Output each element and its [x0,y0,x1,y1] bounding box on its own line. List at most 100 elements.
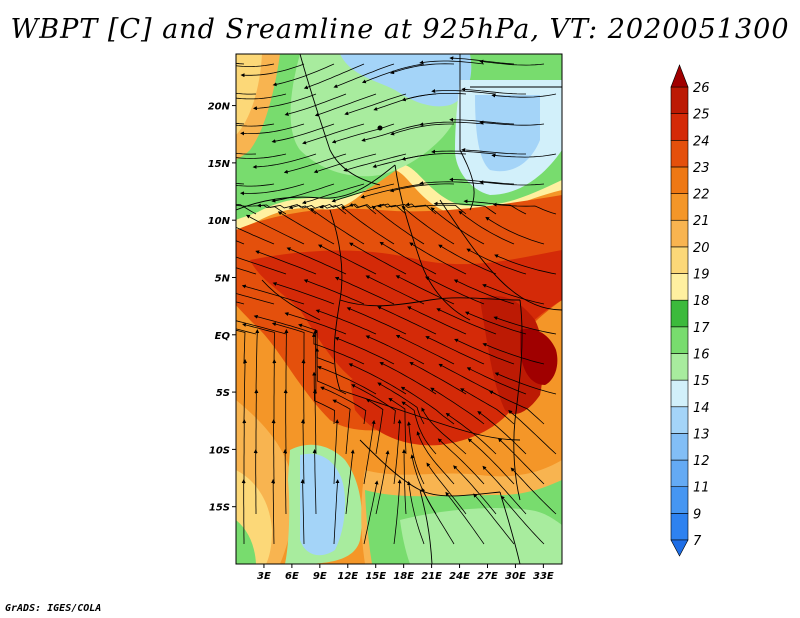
streamline [377,382,425,425]
lon-label: 33E [533,571,554,582]
colorbar-label: 7 [693,534,702,549]
colorbar-min-arrow [670,539,689,557]
streamline [245,214,305,245]
streamline [445,491,485,545]
streamline [315,309,377,335]
streamline [272,282,335,305]
colorbar-label: 23 [693,161,710,176]
streamline [315,347,347,395]
streamline [236,63,275,67]
streamline [488,390,545,425]
streamline [271,123,335,144]
colorbar-label: 19 [693,268,710,283]
streamline [318,244,377,275]
streamline [453,465,497,515]
streamline [473,493,515,545]
lat-label: EQ [215,331,231,342]
streamline [390,63,455,75]
streamline [393,479,402,545]
streamline [430,207,485,245]
streamline [303,279,365,305]
streamline [461,87,526,95]
streamline [255,329,260,395]
streamline [301,419,305,485]
colorbar-swatch [670,299,689,328]
field-region [400,508,562,564]
streamline [438,363,497,395]
streamline [407,306,467,335]
streamline [491,93,557,98]
streamline [236,62,245,65]
colorbar-swatch [670,86,689,114]
streamline [375,450,390,515]
colorbar-swatch [670,486,689,514]
streamline [494,254,557,275]
colorbar-swatch [670,326,689,354]
border-line [236,164,396,211]
streamline [312,371,336,425]
streamline [363,419,376,485]
streamline [425,276,485,305]
lon-label: 30E [505,571,526,582]
streamline [463,199,527,215]
streamline [461,148,526,155]
streamline [482,342,545,365]
streamline [407,481,425,545]
streamline [430,387,485,425]
streamline [236,93,287,100]
streamline [401,401,437,455]
colorbar-swatch [670,273,689,301]
streamline [312,449,317,515]
streamline [332,399,351,455]
streamline [460,388,515,425]
field-region [300,453,346,556]
streamline [497,438,545,485]
border-line [499,491,521,564]
streamline [236,92,257,95]
lat-label: 15S [209,503,230,514]
colorbar-label: 18 [693,294,710,309]
colorbar-label: 21 [693,214,710,229]
lon-label: 9E [313,571,327,582]
streamline [317,365,377,395]
streamline [303,63,365,90]
streamline [390,123,454,136]
streamline [395,334,455,365]
streamline [236,267,257,275]
border-line [261,279,321,321]
lat-label: 5S [216,388,230,399]
streamline [255,250,317,275]
streamline [395,275,455,305]
streamline [236,329,246,365]
streamline [510,467,557,515]
streamline [363,480,379,545]
streamline [271,479,276,545]
streamline [377,203,437,215]
streamline [482,283,545,305]
streamline [458,210,515,245]
streamline [371,205,425,245]
lat-label: 20N [208,102,231,113]
lon-label: 6E [285,571,299,582]
streamline [320,386,367,425]
streamline [302,123,365,145]
border-line [339,389,521,441]
colorbar-label: 14 [693,401,710,416]
streamline [401,153,467,161]
lat-label: 15N [208,159,231,170]
lat-label: 10S [209,445,230,456]
streamline [313,153,377,174]
streamline [333,63,395,88]
colorbar-label: 26 [693,81,710,96]
streamline [271,322,305,364]
streamline [467,438,515,485]
streamline [485,216,545,245]
streamline [377,306,437,335]
country-borders [236,54,562,564]
streamline [401,205,455,245]
streamline [437,438,485,485]
streamline [365,335,425,365]
cyclonic-center-marker [377,125,383,131]
streamline [365,398,384,455]
